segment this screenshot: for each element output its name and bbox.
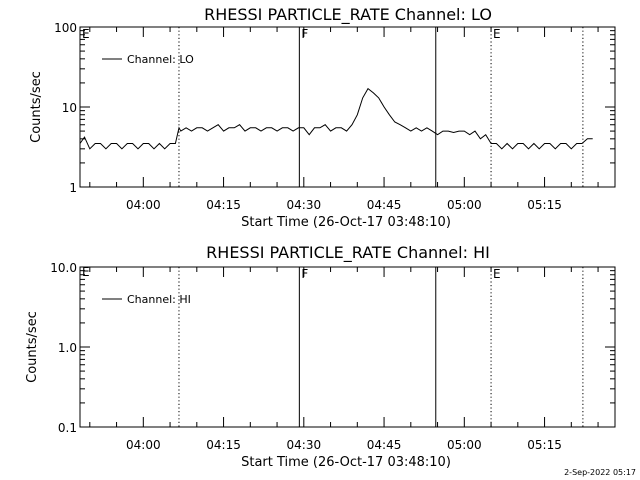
y-tick-label: 10.0 <box>50 261 77 275</box>
x-tick-label: 05:00 <box>447 198 482 212</box>
vline-label-left-e: E <box>82 265 90 279</box>
y-axis-label: Counts/sec <box>29 71 44 143</box>
x-tick-label: 04:30 <box>287 198 322 212</box>
x-tick-label: 04:15 <box>206 438 241 452</box>
vline-label: E <box>493 267 501 281</box>
x-axis-label: Start Time (26-Oct-17 03:48:10) <box>241 455 451 470</box>
x-tick-label: 04:45 <box>367 438 402 452</box>
footer-date: 2-Sep-2022 05:17 <box>564 468 636 477</box>
chart-panel-hi: RHESSI PARTICLE_RATE Channel: HI Counts/… <box>25 243 616 470</box>
x-tick-label: 04:00 <box>126 198 161 212</box>
chart-title: RHESSI PARTICLE_RATE Channel: LO <box>204 5 492 25</box>
plot-frame <box>79 26 616 188</box>
x-tick-label: 04:45 <box>367 198 402 212</box>
y-tick-label: 1.0 <box>58 341 77 355</box>
vline-label: F <box>301 267 308 281</box>
series-group <box>79 87 593 150</box>
x-axis-label: Start Time (26-Oct-17 03:48:10) <box>241 215 451 230</box>
tick-group: 1 10 100 04:00 04:15 04:30 04:45 05:00 05:15 <box>54 21 615 212</box>
x-tick-label: 05:00 <box>447 438 482 452</box>
vline-label: E <box>493 27 501 41</box>
y-axis-label: Counts/sec <box>25 311 40 383</box>
x-tick-label: 04:15 <box>206 198 241 212</box>
chart-title: RHESSI PARTICLE_RATE Channel: HI <box>206 243 490 263</box>
vline-label: F <box>301 27 308 41</box>
legend-label: Channel: LO <box>127 53 194 66</box>
y-tick-label: 10 <box>62 101 77 115</box>
y-tick-label: 1 <box>69 181 77 195</box>
chart-panel-lo: RHESSI PARTICLE_RATE Channel: LO Counts/… <box>29 5 616 230</box>
vline-label-left-e: E <box>82 27 90 41</box>
x-tick-label: 05:15 <box>527 198 562 212</box>
legend: Channel: HI <box>102 293 191 306</box>
x-tick-label: 05:15 <box>527 438 562 452</box>
legend: Channel: LO <box>102 53 194 66</box>
tick-group: 0.1 1.0 10.0 04:00 04:15 04:30 04:45 05:00 05:15 <box>50 261 615 452</box>
series-line <box>79 87 593 150</box>
y-tick-label: 0.1 <box>58 421 77 435</box>
x-tick-label: 04:00 <box>126 438 161 452</box>
y-tick-label: 100 <box>54 21 77 35</box>
legend-label: Channel: HI <box>127 293 191 306</box>
x-tick-label: 04:30 <box>287 438 322 452</box>
plot-frame <box>79 266 616 428</box>
